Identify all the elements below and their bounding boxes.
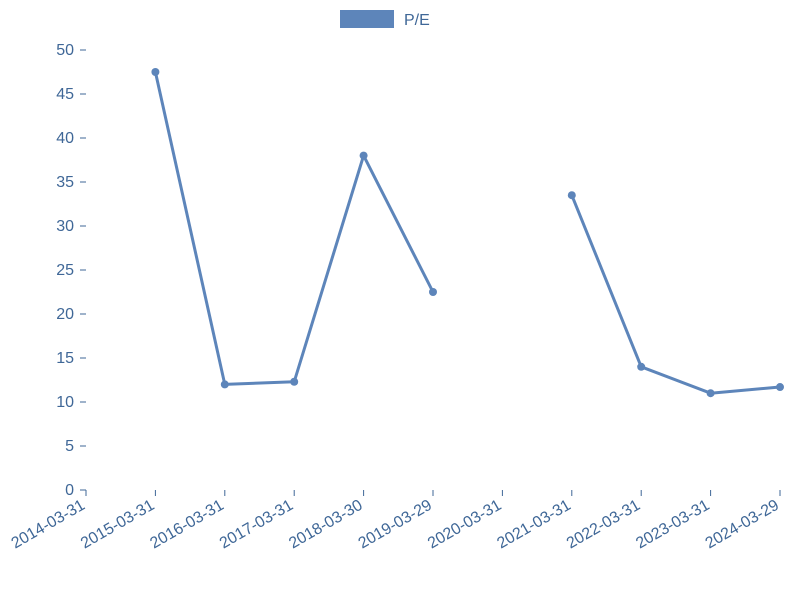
x-tick-label: 2014-03-31 [9,497,88,553]
x-tick-group: 2017-03-31 [217,497,296,553]
y-tick-label: 15 [56,350,74,367]
x-tick-group: 2018-03-30 [286,497,365,553]
x-tick-label: 2017-03-31 [217,497,296,553]
x-tick-label: 2022-03-31 [564,497,643,553]
x-tick-group: 2016-03-31 [147,497,226,553]
x-tick-label: 2023-03-31 [633,497,712,553]
x-tick-group: 2020-03-31 [425,497,504,553]
y-tick-label: 30 [56,218,74,235]
y-tick-label: 25 [56,262,74,279]
data-marker [221,380,229,388]
y-tick-label: 40 [56,130,74,147]
y-tick-label: 35 [56,174,74,191]
data-marker [151,68,159,76]
x-tick-label: 2021-03-31 [494,497,573,553]
chart-container: P/E 0 5 10 15 20 25 30 35 40 45 50 2014-03-312015-03… [0,0,800,600]
x-tick-label: 2020-03-31 [425,497,504,553]
y-tick-label: 0 [65,482,74,499]
series-line [155,72,433,384]
x-tick-label: 2018-03-30 [286,497,365,553]
x-tick-group: 2024-03-29 [703,497,782,553]
line-chart: P/E 0 5 10 15 20 25 30 35 40 45 50 2014-03-312015-03… [0,0,800,600]
y-tick-label: 45 [56,86,74,103]
data-marker [568,191,576,199]
x-tick-group: 2021-03-31 [494,497,573,553]
x-tick-group: 2015-03-31 [78,497,157,553]
x-tick-group: 2023-03-31 [633,497,712,553]
x-tick-group: 2022-03-31 [564,497,643,553]
legend-label: P/E [404,12,430,29]
x-tick-group: 2019-03-29 [356,497,435,553]
data-marker [360,152,368,160]
data-marker [776,383,784,391]
x-tick-label: 2024-03-29 [703,497,782,553]
data-marker [637,363,645,371]
y-tick-label: 20 [56,306,74,323]
legend-swatch [340,10,394,28]
y-tick-label: 10 [56,394,74,411]
x-tick-label: 2015-03-31 [78,497,157,553]
data-marker [707,389,715,397]
x-tick-label: 2019-03-29 [356,497,435,553]
data-marker [290,378,298,386]
y-tick-label: 5 [65,438,74,455]
series-line [572,195,780,393]
y-tick-label: 50 [56,42,74,59]
x-tick-label: 2016-03-31 [147,497,226,553]
data-marker [429,288,437,296]
x-tick-group: 2014-03-31 [9,497,88,553]
